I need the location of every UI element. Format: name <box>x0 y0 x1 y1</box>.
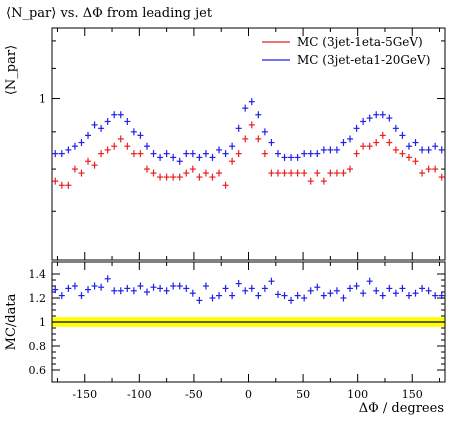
ratio-ylabel: MC/data <box>4 293 19 350</box>
ratio-x-ticks: -150 -100 -50 0 50 100 150 <box>56 262 441 401</box>
main-y-ticks: 1 <box>39 40 445 261</box>
legend-label-red: MC (3jet-1eta-5GeV) <box>297 35 423 49</box>
main-title: ⟨N_par⟩ vs. ΔΦ from leading jet <box>6 6 213 21</box>
ratio-uncertainty-band <box>52 317 445 327</box>
x-tick-label: 0 <box>245 388 252 401</box>
ratio-y-tick-label: 1 <box>39 316 46 329</box>
legend: MC (3jet-1eta-5GeV) MC (3jet-eta1-20GeV) <box>262 35 430 67</box>
x-tick-label: -150 <box>72 388 97 401</box>
main-panel: ⟨N_par⟩ vs. ΔΦ from leading jet ⟨N_par⟩ … <box>4 6 446 261</box>
ratio-y-tick-label: 0.8 <box>29 340 47 353</box>
ratio-panel: MC/data 0.6 0.8 1 1.2 1.4 -150 -100 -50 0 50 100 1… <box>4 261 446 416</box>
x-tick-label: 50 <box>296 388 310 401</box>
main-x-ticks <box>56 28 441 260</box>
ratio-data-points <box>52 275 445 304</box>
ratio-y-ticks: 0.6 0.8 1 1.2 1.4 <box>29 268 445 377</box>
main-data-points <box>52 98 445 189</box>
main-ylabel: ⟨N_par⟩ <box>4 45 19 95</box>
ratio-xlabel: ΔΦ / degrees <box>359 401 444 416</box>
main-y-tick-label: 1 <box>39 93 46 106</box>
x-tick-label: 150 <box>402 388 423 401</box>
ratio-y-tick-label: 1.4 <box>29 268 47 281</box>
ratio-y-tick-label: 0.6 <box>29 364 47 377</box>
x-tick-label: -100 <box>127 388 152 401</box>
x-tick-label: -50 <box>185 388 203 401</box>
legend-label-blue: MC (3jet-eta1-20GeV) <box>297 53 430 67</box>
x-tick-label: 100 <box>347 388 368 401</box>
ratio-y-tick-label: 1.2 <box>29 292 47 305</box>
